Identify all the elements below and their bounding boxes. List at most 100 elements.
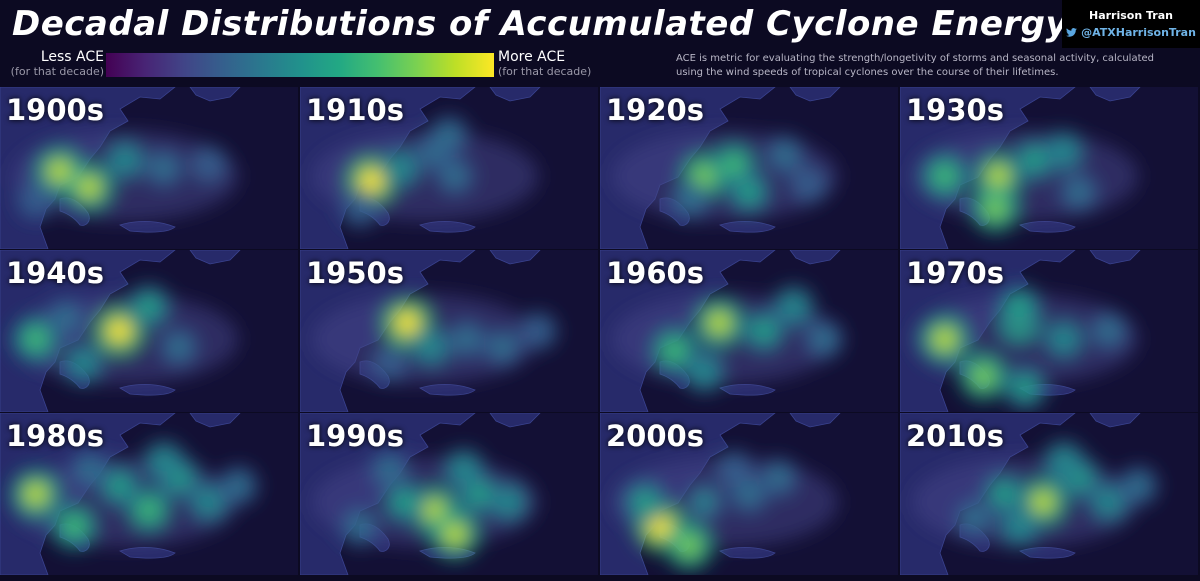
author-credit: Harrison Tran @ATXHarrisonTran	[1062, 0, 1200, 48]
land-mass	[719, 547, 776, 559]
ace-hotspot-core	[740, 485, 758, 503]
decade-label: 2000s	[606, 419, 704, 453]
author-handle-text: @ATXHarrisonTran	[1081, 26, 1196, 39]
ace-hotspot-core	[681, 192, 698, 209]
legend-more-sub: (for that decade)	[498, 65, 592, 78]
decade-label: 1960s	[606, 256, 704, 290]
decade-panel-2010s: 2010s	[900, 413, 1198, 575]
ace-hotspot-core	[200, 156, 217, 173]
ace-hotspot-core	[139, 500, 159, 521]
legend-less: Less ACE (for that decade)	[10, 49, 104, 79]
ace-hotspot-core	[395, 311, 419, 335]
ace-density	[11, 284, 239, 385]
author-handle[interactable]: @ATXHarrisonTran	[1062, 26, 1200, 39]
ace-hotspot-core	[984, 197, 1007, 220]
ace-hotspot-core	[1015, 378, 1035, 398]
ace-hotspot-core	[116, 150, 135, 169]
ace-hotspot-core	[1070, 183, 1088, 201]
ace-hotspot-core	[74, 354, 93, 373]
ace-hotspot-core	[1099, 493, 1118, 512]
ace-hotspot-core	[359, 169, 384, 193]
ace-hotspot-core	[199, 493, 218, 512]
ace-density	[311, 115, 539, 228]
ace-heatmap	[600, 413, 898, 575]
ace-hotspot-core	[784, 297, 803, 316]
ace-hotspot-core	[64, 516, 85, 537]
decade-panel-1940s: 1940s	[0, 250, 298, 412]
decade-panel-2000s: 2000s	[600, 413, 898, 575]
ace-hotspot-core	[1031, 490, 1055, 514]
ace-hotspot-core	[1130, 477, 1147, 495]
decade-label: 1990s	[306, 419, 404, 453]
ace-hotspot-core	[770, 469, 787, 486]
decade-panel-1990s: 1990s	[300, 413, 598, 575]
ace-hotspot-core	[81, 461, 98, 479]
ace-heatmap	[300, 250, 598, 412]
decade-label: 1970s	[906, 256, 1004, 290]
ace-hotspot-core	[422, 338, 441, 357]
legend-less-sub: (for that decade)	[10, 65, 104, 78]
ace-density	[611, 450, 839, 570]
decade-label: 1930s	[906, 93, 1004, 127]
decade-panel-1900s: 1900s	[0, 87, 298, 249]
land-mass	[419, 384, 476, 396]
ace-heatmap	[0, 250, 298, 412]
ace-hotspot-core	[440, 127, 458, 144]
ace-density	[311, 293, 558, 385]
land-mass	[119, 547, 176, 559]
ace-hotspot-core	[739, 182, 759, 202]
land-mass	[1089, 87, 1141, 102]
ace-heatmap	[900, 250, 1198, 412]
decade-label: 1910s	[306, 93, 404, 127]
ace-density	[611, 130, 839, 222]
decade-panel-1910s: 1910s	[300, 87, 598, 249]
ace-description: ACE is metric for evaluating the strengt…	[676, 53, 1155, 78]
ace-hotspot-core	[987, 165, 1010, 188]
twitter-bird-icon	[1066, 28, 1077, 37]
author-name: Harrison Tran	[1089, 9, 1173, 22]
decade-label: 1920s	[606, 93, 704, 127]
decade-label: 1940s	[6, 256, 104, 290]
ace-hotspot-core	[966, 509, 983, 527]
ace-hotspot-core	[693, 165, 716, 187]
land-mass	[189, 87, 241, 102]
ace-hotspot-core	[230, 477, 247, 495]
ace-hotspot-core	[776, 146, 794, 164]
ace-density	[10, 440, 259, 550]
ace-hotspot-core	[994, 484, 1014, 504]
ace-density	[311, 448, 539, 560]
ace-hotspot-core	[754, 321, 774, 341]
ace-heatmap	[0, 413, 298, 575]
ace-heatmap	[300, 87, 598, 249]
ace-hotspot-core	[351, 518, 368, 535]
ace-heatmap	[300, 413, 598, 575]
ace-hotspot-core	[48, 159, 71, 183]
ace-density	[911, 440, 1159, 548]
ace-hotspot-core	[1054, 452, 1073, 471]
land-mass	[189, 250, 241, 265]
ace-hotspot-core	[972, 365, 995, 388]
ace-density	[911, 284, 1139, 410]
land-mass	[119, 384, 176, 396]
ace-hotspot-core	[678, 535, 701, 557]
land-mass	[489, 250, 541, 265]
ace-hotspot-core	[24, 482, 48, 506]
page-title: Decadal Distributions of Accumulated Cyc…	[12, 4, 1069, 44]
legend-less-label: Less ACE	[40, 49, 104, 65]
land-mass	[1089, 413, 1141, 428]
decade-label: 1950s	[306, 256, 404, 290]
ace-hotspot-core	[1054, 142, 1073, 161]
ace-hotspot-core	[78, 176, 101, 199]
decade-label: 1980s	[6, 419, 104, 453]
ace-hotspot-core	[155, 159, 173, 177]
ace-density	[611, 285, 844, 393]
ace-hotspot-core	[933, 327, 957, 351]
ace-hotspot-core	[25, 328, 46, 350]
ace-hotspot-core	[800, 176, 817, 192]
ace-hotspot-core	[139, 297, 159, 317]
ace-hotspot-core	[1009, 297, 1029, 317]
legend-more-label: More ACE	[498, 49, 566, 65]
decade-panel-1980s: 1980s	[0, 413, 298, 575]
ace-hotspot-core	[446, 168, 464, 185]
ace-hotspot-core	[454, 460, 473, 479]
